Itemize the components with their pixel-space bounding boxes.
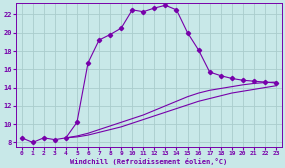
X-axis label: Windchill (Refroidissement éolien,°C): Windchill (Refroidissement éolien,°C) <box>70 158 227 164</box>
